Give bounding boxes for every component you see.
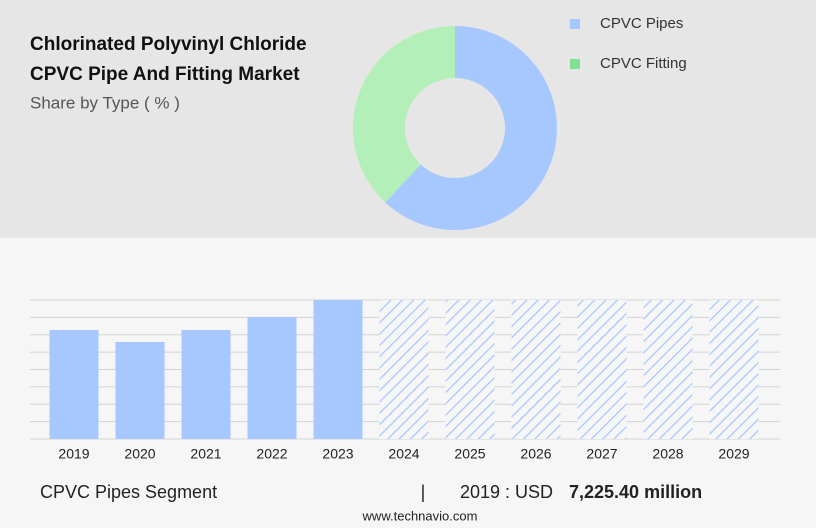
legend-label: CPVC Fitting — [600, 55, 687, 72]
bar — [49, 330, 99, 439]
x-tick-label: 2025 — [454, 446, 485, 462]
legend-label: CPVC Pipes — [600, 15, 683, 32]
x-tick-label: 2024 — [388, 446, 419, 462]
x-tick-label: 2019 — [58, 446, 89, 462]
x-tick-label: 2029 — [718, 446, 749, 462]
donut-slice — [385, 26, 558, 231]
chart-subtitle: Share by Type ( % ) — [30, 93, 180, 112]
chart-title: Chlorinated Polyvinyl Chloride — [30, 34, 307, 55]
bar — [115, 342, 165, 439]
x-tick-label: 2021 — [190, 446, 221, 462]
legend-swatch — [570, 19, 580, 29]
footer-value: 7,225.40 million — [569, 482, 702, 502]
bar — [247, 316, 297, 439]
legend-swatch — [570, 59, 580, 69]
bar — [181, 330, 231, 439]
footer-year: 2019 : USD — [460, 482, 553, 502]
x-tick-label: 2027 — [586, 446, 617, 462]
footer-segment: CPVC Pipes Segment — [40, 482, 217, 502]
x-tick-label: 2028 — [652, 446, 683, 462]
forecast-bar — [709, 300, 759, 439]
x-tick-label: 2022 — [256, 446, 287, 462]
footer-site: www.technavio.com — [362, 508, 478, 523]
x-tick-label: 2026 — [520, 446, 551, 462]
bar — [313, 300, 363, 439]
donut-slice — [353, 26, 455, 203]
forecast-bar — [445, 300, 495, 439]
forecast-bar — [379, 300, 429, 439]
chart-title: CPVC Pipe And Fitting Market — [30, 64, 300, 85]
x-tick-label: 2020 — [124, 446, 155, 462]
forecast-bar — [511, 300, 561, 439]
footer-separator: | — [421, 482, 426, 502]
forecast-bar — [643, 300, 693, 439]
x-tick-label: 2023 — [322, 446, 353, 462]
forecast-bar — [577, 300, 627, 439]
